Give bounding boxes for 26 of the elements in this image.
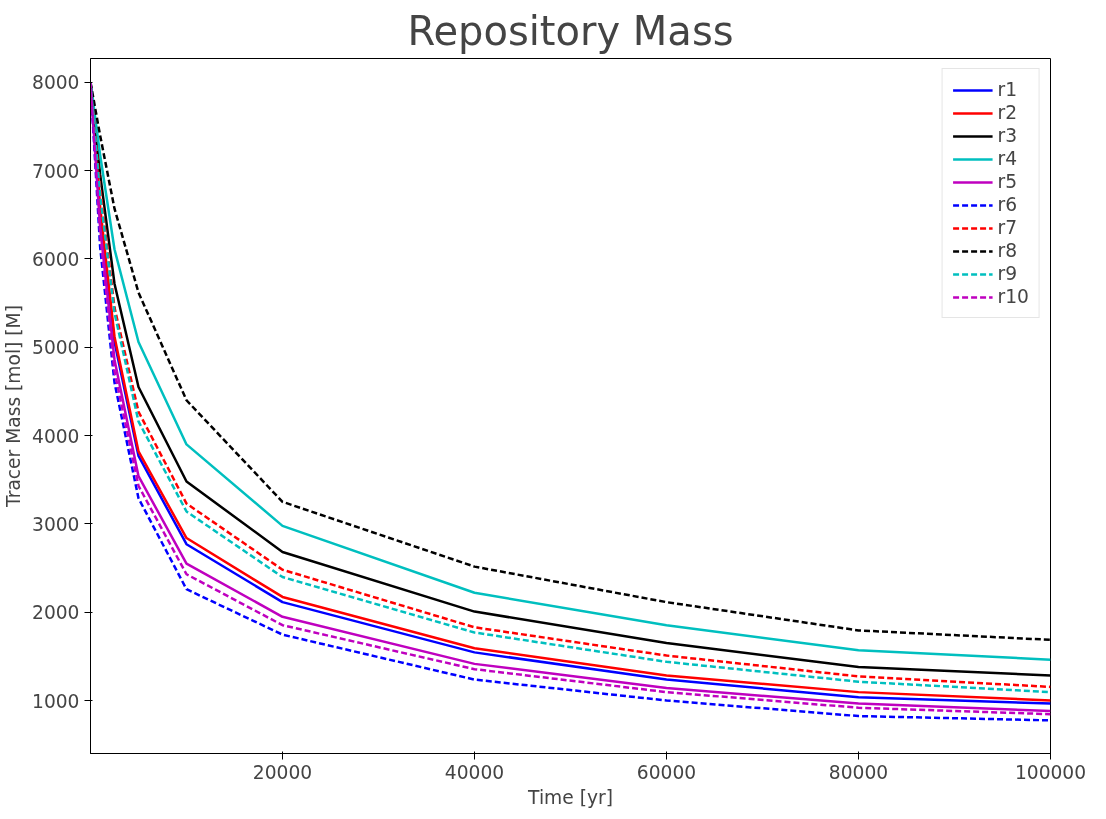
y-axis-title: Tracer Mass [mol] [M]: [3, 305, 25, 508]
y-tick-label: 4000: [32, 425, 80, 447]
legend-label: r8: [997, 240, 1018, 261]
y-tick-label: 3000: [32, 513, 80, 535]
legend-label: r7: [997, 217, 1018, 238]
x-tick-label: 60000: [636, 761, 697, 783]
x-tick-label: 100000: [1014, 761, 1087, 783]
y-tick-label: 7000: [32, 160, 80, 182]
legend-label: r1: [997, 79, 1018, 100]
y-tick-label: 6000: [32, 248, 80, 270]
y-tick-label: 5000: [32, 337, 80, 359]
y-tick-label: 1000: [32, 690, 80, 712]
legend-label: r6: [997, 194, 1018, 215]
x-tick-label: 80000: [828, 761, 889, 783]
x-tick-label: 20000: [252, 761, 313, 783]
legend-label: r4: [997, 148, 1018, 169]
x-tick-label: 40000: [444, 761, 505, 783]
legend-label: r5: [997, 171, 1018, 192]
y-tick-label: 8000: [32, 72, 80, 94]
legend-label: r10: [997, 286, 1029, 307]
legend-label: r3: [997, 125, 1018, 146]
legend-label: r2: [997, 102, 1018, 123]
legend-label: r9: [997, 263, 1018, 284]
chart-title: Repository Mass: [407, 7, 734, 54]
y-tick-label: 2000: [32, 602, 80, 624]
x-axis-title: Time [yr]: [527, 786, 613, 808]
